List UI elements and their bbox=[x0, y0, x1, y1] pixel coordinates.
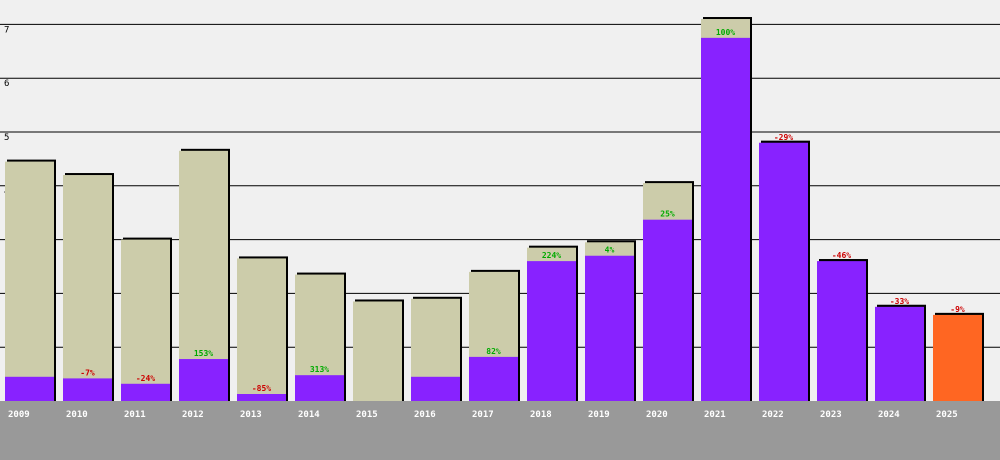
x-tick-label: 2015 bbox=[356, 410, 378, 420]
value-bar bbox=[817, 261, 866, 401]
ghost-bar bbox=[63, 175, 112, 401]
ghost-bar bbox=[5, 161, 54, 401]
value-bar bbox=[469, 356, 518, 401]
x-tick-label: 2016 bbox=[414, 410, 436, 420]
ghost-bar bbox=[353, 301, 402, 401]
y-tick-label: 5 bbox=[4, 133, 9, 143]
change-label: -24% bbox=[136, 374, 155, 383]
x-tick-label: 2018 bbox=[530, 410, 552, 420]
x-tick-label: 2019 bbox=[588, 410, 610, 420]
value-bar bbox=[759, 142, 808, 401]
x-tick-label: 2023 bbox=[820, 410, 842, 420]
x-tick-label: 2011 bbox=[124, 410, 146, 420]
change-label: -29% bbox=[774, 133, 793, 142]
change-label: 313% bbox=[310, 365, 329, 374]
value-bar bbox=[701, 37, 750, 401]
ghost-bar bbox=[121, 239, 170, 401]
value-bar bbox=[63, 378, 112, 401]
x-tick-label: 2022 bbox=[762, 410, 784, 420]
x-tick-label: 2024 bbox=[878, 410, 900, 420]
x-tick-label: 2017 bbox=[472, 410, 494, 420]
change-label: -85% bbox=[252, 384, 271, 393]
x-tick-label: 2013 bbox=[240, 410, 262, 420]
x-tick-label: 2025 bbox=[936, 410, 958, 420]
change-label: -9% bbox=[950, 305, 965, 314]
change-label: 153% bbox=[194, 349, 213, 358]
y-tick-label: 6 bbox=[4, 79, 9, 89]
value-bar bbox=[875, 306, 924, 401]
x-tick-label: 2020 bbox=[646, 410, 668, 420]
current-value-bar bbox=[933, 314, 982, 401]
x-tick-label: 2014 bbox=[298, 410, 320, 420]
value-bar bbox=[237, 394, 286, 401]
x-tick-label: 2012 bbox=[182, 410, 204, 420]
x-tick-label: 2009 bbox=[8, 410, 30, 420]
value-bar bbox=[585, 255, 634, 401]
change-label: -33% bbox=[890, 297, 909, 306]
y-tick-label: 7 bbox=[4, 25, 9, 35]
value-bar bbox=[121, 383, 170, 401]
value-bar bbox=[527, 261, 576, 401]
ghost-bar bbox=[237, 258, 286, 401]
change-label: 82% bbox=[486, 347, 501, 356]
change-label: 25% bbox=[660, 210, 675, 219]
x-tick-label: 2021 bbox=[704, 410, 726, 420]
value-bar bbox=[179, 359, 228, 401]
value-bar bbox=[643, 219, 692, 401]
change-label: 100% bbox=[716, 28, 735, 37]
change-label: -46% bbox=[832, 251, 851, 260]
change-label: -7% bbox=[80, 368, 95, 377]
change-label: 4% bbox=[605, 246, 615, 255]
value-bar bbox=[5, 376, 54, 401]
value-bar bbox=[411, 376, 460, 401]
change-label: 224% bbox=[542, 251, 561, 260]
x-axis-band bbox=[0, 401, 1000, 460]
x-tick-label: 2010 bbox=[66, 410, 88, 420]
value-bar bbox=[295, 375, 344, 401]
